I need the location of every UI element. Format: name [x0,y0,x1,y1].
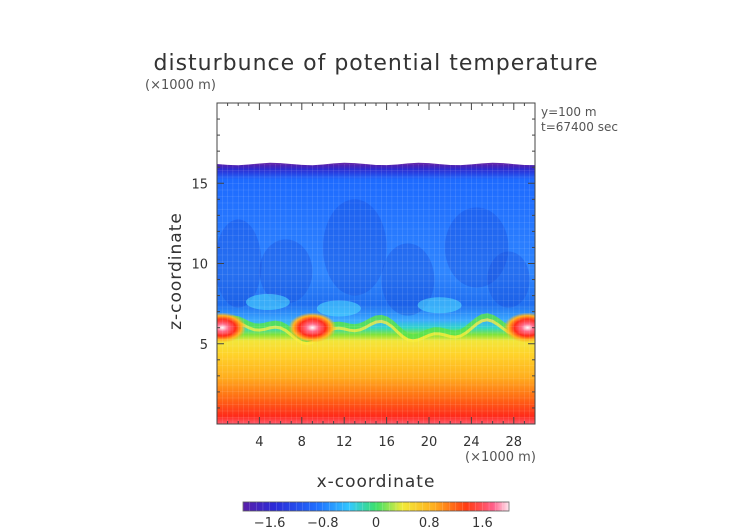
annotation-y: y=100 m [541,105,597,119]
colorbar-tick-label: 0 [372,516,380,531]
cold-cell [487,251,530,308]
field-fill [217,162,535,424]
axes: 4 8 12 16 20 24 28 5 10 15 [191,102,536,450]
x-tick-label: 12 [336,435,353,450]
colorbar-tick-label: 1.6 [472,516,493,531]
cyan-patch [245,294,290,311]
hot-lobe [503,312,535,343]
z-tick-label: 10 [191,258,208,273]
inversion-band-yellow [217,318,535,346]
z-unit-label: (×1000 m) [145,78,216,93]
annotation-t: t=67400 sec [541,120,618,134]
z-tick-label: 5 [200,338,208,353]
x-tick-label: 24 [463,435,480,450]
x-tick-label: 28 [506,435,523,450]
hot-lobe [288,312,337,343]
colorbar-tick-label: −1.6 [254,516,286,531]
colorbar-tick-label: 0.8 [419,516,440,531]
y-axis-label: z-coordinate [166,212,186,330]
chart-title: disturbunce of potential temperature [154,51,599,76]
inversion-band [217,313,535,343]
x-unit-label: (×1000 m) [465,450,536,465]
cold-cell [217,219,262,308]
cold-cell [259,239,313,304]
colorbar: −1.6 −0.8 0 0.8 1.6 [242,501,510,531]
hot-lobe [217,312,247,343]
cyan-patch [316,300,361,317]
cold-cell [381,243,435,316]
cyan-patch [417,297,462,314]
cold-cell [323,199,387,296]
plot-area [217,103,535,424]
x-axis-label: x-coordinate [317,472,436,492]
x-tick-label: 8 [298,435,306,450]
cold-cell [444,207,509,288]
x-tick-label: 4 [255,435,263,450]
x-tick-label: 16 [378,435,395,450]
colorbar-tick-label: −0.8 [307,516,339,531]
x-tick-label: 20 [421,435,438,450]
z-tick-label: 15 [191,177,208,192]
